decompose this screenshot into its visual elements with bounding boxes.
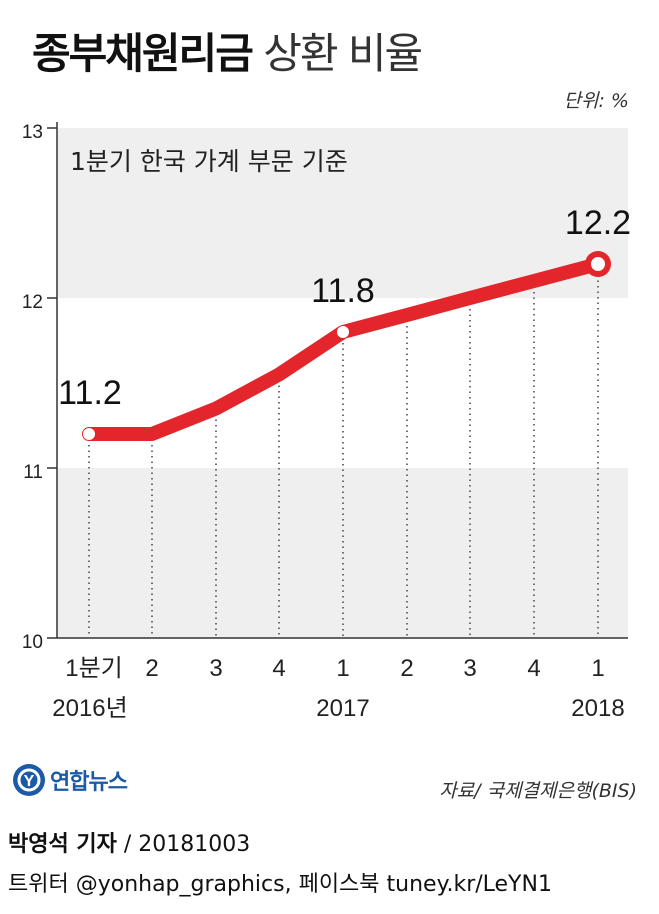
data-point bbox=[83, 428, 95, 440]
publish-date: / 20181003 bbox=[123, 832, 251, 857]
y-tick-label: 13 bbox=[22, 122, 43, 143]
title-sub: 상환 비율 bbox=[263, 29, 423, 78]
chart-title: 종부채원리금 상환 비율 bbox=[32, 20, 423, 81]
unit-label: 단위: % bbox=[563, 90, 629, 112]
y-tick-label: 11 bbox=[23, 462, 43, 483]
data-point bbox=[337, 326, 349, 338]
year-label: 2018 bbox=[571, 695, 624, 722]
year-label: 2017 bbox=[316, 695, 369, 722]
x-tick-label: 2 bbox=[145, 655, 158, 682]
x-tick-label: 1분기 bbox=[65, 655, 123, 682]
logo-letter: Y bbox=[24, 773, 35, 790]
x-tick-label: 1 bbox=[591, 655, 604, 682]
data-label: 11.2 bbox=[58, 374, 122, 412]
year-label: 2016년 bbox=[52, 695, 127, 722]
byline: 박영석 기자 / 20181003 bbox=[8, 826, 250, 858]
data-label: 12.2 bbox=[565, 204, 631, 242]
data-point-inner bbox=[591, 257, 605, 271]
brand-name: 연합뉴스 bbox=[50, 770, 128, 795]
data-label: 11.8 bbox=[311, 272, 375, 310]
x-tick-label: 3 bbox=[463, 655, 476, 682]
reporter-name: 박영석 기자 bbox=[8, 832, 117, 857]
title-main: 종부채원리금 bbox=[32, 29, 254, 78]
chart-subtitle: 1분기 한국 가계 부문 기준 bbox=[70, 147, 348, 176]
x-tick-label: 4 bbox=[272, 655, 285, 682]
x-tick-label: 2 bbox=[400, 655, 413, 682]
x-tick-label: 4 bbox=[527, 655, 540, 682]
brand: Y 연합뉴스 bbox=[12, 763, 128, 797]
x-tick-label: 3 bbox=[209, 655, 222, 682]
x-tick-label: 1 bbox=[336, 655, 349, 682]
yonhap-logo-icon: Y bbox=[13, 764, 45, 796]
source-note: 자료/ 국제결제은행(BIS) bbox=[439, 780, 637, 802]
social-links[interactable]: 트위터 @yonhap_graphics, 페이스북 tuney.kr/LeYN… bbox=[8, 872, 552, 897]
band-12-13 bbox=[57, 128, 628, 298]
y-tick-label: 10 bbox=[22, 632, 43, 653]
y-tick-label: 12 bbox=[22, 292, 43, 313]
